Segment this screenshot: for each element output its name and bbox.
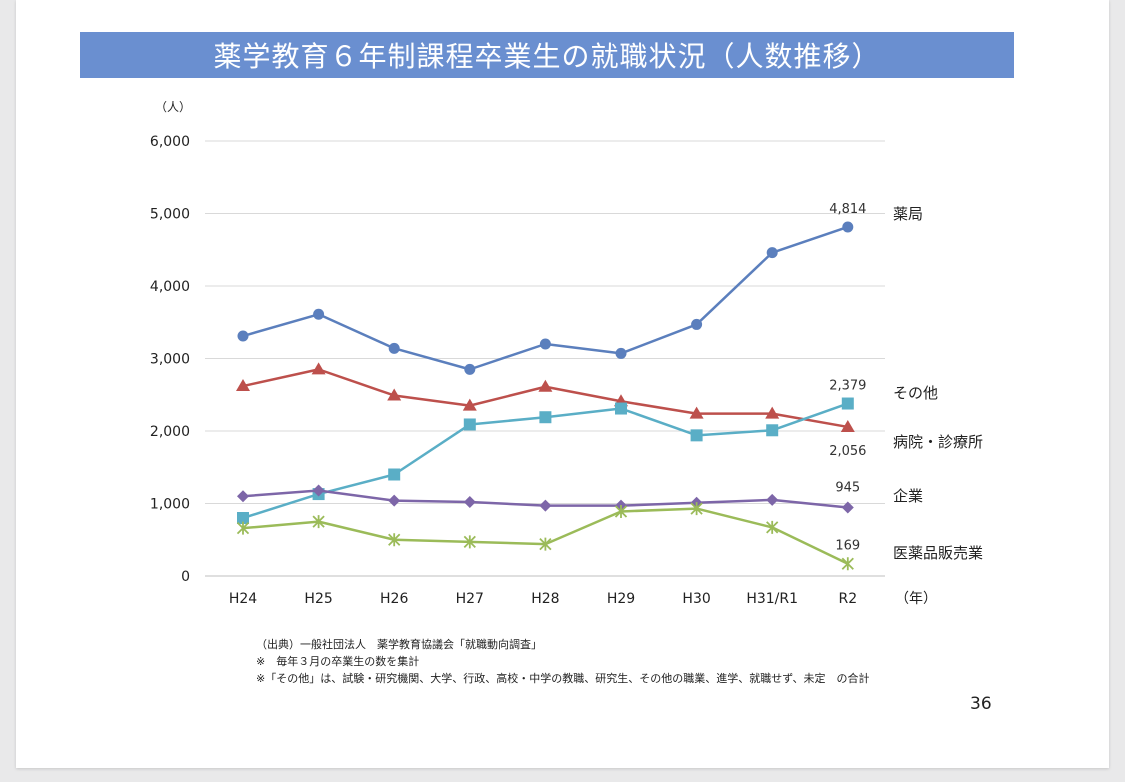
data-point (237, 490, 249, 503)
note-graduates: ※ 毎年３月の卒業生の数を集計 (256, 655, 420, 668)
data-point (842, 221, 854, 233)
page-number: 36 (970, 694, 992, 714)
y-tick-label: 4,000 (150, 279, 190, 295)
y-axis-unit: （人） (155, 100, 191, 114)
x-tick-label: H29 (607, 591, 635, 607)
series-name-label: 企業 (893, 487, 923, 505)
y-tick-label: 0 (181, 569, 190, 585)
data-point (840, 419, 855, 432)
data-point (463, 496, 476, 509)
data-label: 169 (835, 539, 860, 554)
data-point (615, 402, 627, 415)
data-point (539, 499, 552, 512)
data-point (388, 342, 400, 354)
data-point (464, 363, 476, 375)
series-name-label: その他 (893, 384, 938, 402)
data-label: 2,056 (829, 444, 866, 459)
source-notes: （出典）一般社団法人 薬学教育協議会「就職動向調査」 ※ 毎年３月の卒業生の数を… (256, 636, 869, 687)
x-axis-unit: （年） (895, 591, 937, 607)
data-point (463, 418, 476, 431)
data-point (462, 398, 477, 411)
data-point (614, 504, 628, 518)
data-label: 945 (835, 480, 860, 495)
x-tick-label: H24 (229, 591, 257, 607)
data-point (766, 493, 779, 506)
data-point (388, 494, 401, 507)
y-tick-label: 6,000 (150, 134, 190, 150)
y-tick-label: 1,000 (150, 497, 190, 513)
data-point (690, 502, 703, 516)
data-point (765, 406, 780, 419)
data-point (312, 484, 325, 497)
y-tick-label: 3,000 (150, 352, 190, 368)
data-point (539, 411, 552, 424)
y-tick-label: 2,000 (150, 424, 190, 440)
x-tick-label: H30 (682, 591, 710, 607)
data-point (539, 537, 552, 551)
data-point (689, 406, 704, 419)
x-tick-label: R2 (838, 591, 857, 607)
data-point (388, 533, 401, 547)
data-point (539, 338, 551, 350)
data-point (538, 379, 553, 392)
data-point (691, 318, 703, 330)
data-point (841, 557, 854, 571)
data-point (311, 362, 326, 375)
data-point (690, 429, 703, 442)
data-point (841, 397, 854, 410)
data-point (615, 347, 627, 359)
data-point (387, 388, 402, 401)
data-point (312, 515, 325, 529)
data-point (766, 424, 779, 437)
data-point (841, 501, 854, 514)
x-tick-label: H26 (380, 591, 408, 607)
data-label: 2,379 (829, 379, 866, 394)
data-point (388, 468, 401, 481)
x-tick-label: H27 (456, 591, 484, 607)
x-tick-label: H25 (304, 591, 332, 607)
x-tick-label: H28 (531, 591, 559, 607)
data-point (237, 512, 249, 524)
data-point (236, 521, 250, 535)
note-source: （出典）一般社団法人 薬学教育協議会「就職動向調査」 (256, 638, 542, 651)
x-tick-label: H31/R1 (746, 591, 798, 607)
note-other-definition: ※「その他」は、試験・研究機関、大学、行政、高校・中学の教職、研究生、その他の職… (256, 672, 870, 685)
data-point (237, 330, 249, 342)
slide-title: 薬学教育６年制課程卒業生の就職状況（人数推移） (80, 32, 1014, 78)
series-name-label: 病院・診療所 (893, 433, 983, 451)
series-line (242, 507, 849, 565)
slide (16, 0, 1109, 768)
data-point (766, 247, 778, 259)
data-point (766, 520, 779, 534)
data-point (236, 379, 250, 392)
series-name-label: 薬局 (893, 205, 923, 223)
data-point (313, 308, 325, 320)
y-tick-label: 5,000 (150, 207, 190, 223)
data-point (463, 535, 476, 549)
series-name-label: 医薬品販売業 (893, 544, 983, 562)
data-label: 4,814 (829, 202, 866, 217)
